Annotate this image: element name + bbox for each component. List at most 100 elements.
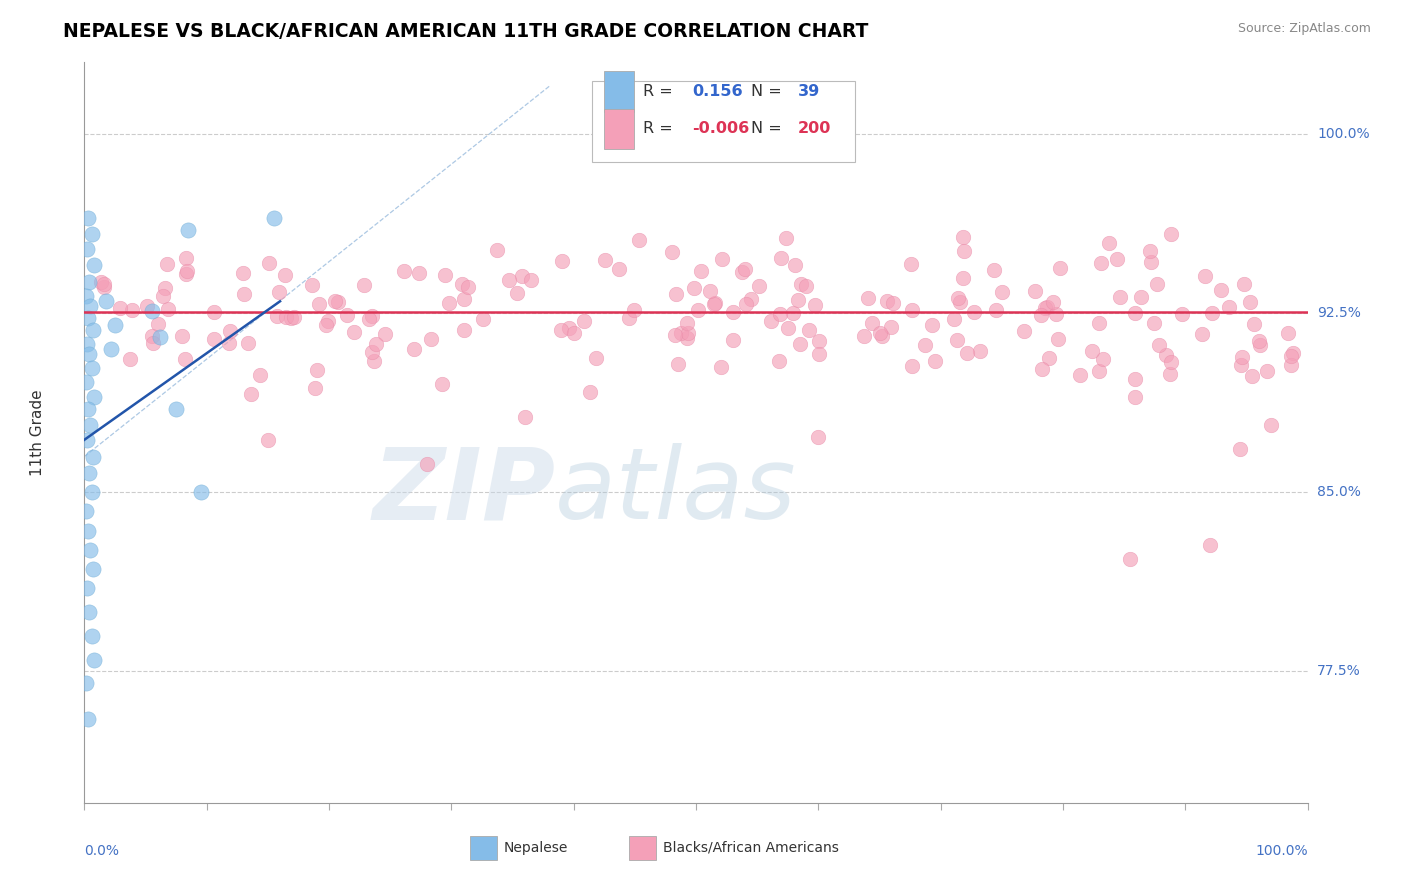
Text: 85.0%: 85.0%: [1317, 485, 1361, 500]
Point: [1239, 294, 1261, 309]
Bar: [470, 836, 496, 860]
Point: [498, 273, 520, 287]
Point: [869, 326, 891, 341]
Point: [1105, 252, 1128, 266]
Point: [1230, 350, 1253, 364]
Point: [76, 581, 98, 595]
Point: [945, 333, 967, 347]
Point: [661, 244, 683, 259]
Point: [82, 323, 104, 337]
Point: [202, 332, 225, 346]
Point: [343, 325, 366, 339]
Point: [704, 296, 727, 310]
Point: [80, 227, 103, 242]
Point: [1098, 235, 1121, 250]
Point: [1159, 367, 1181, 381]
Point: [373, 327, 395, 342]
Point: [1209, 283, 1232, 297]
Text: 200: 200: [797, 121, 831, 136]
Point: [783, 258, 806, 272]
Point: [710, 360, 733, 375]
Point: [786, 293, 808, 307]
Point: [486, 243, 509, 257]
Point: [1240, 368, 1263, 383]
Point: [1046, 332, 1069, 346]
Point: [453, 323, 475, 337]
Point: [1140, 255, 1163, 269]
Point: [308, 296, 330, 310]
Point: [872, 328, 894, 343]
Point: [593, 253, 616, 268]
Point: [96, 294, 118, 309]
Point: [304, 381, 326, 395]
Bar: [605, 71, 634, 112]
Point: [761, 314, 783, 328]
Point: [1123, 306, 1146, 320]
Point: [723, 305, 745, 319]
Text: -0.006: -0.006: [692, 121, 749, 136]
Point: [301, 277, 323, 292]
Point: [416, 457, 439, 471]
Point: [266, 309, 288, 323]
Point: [336, 309, 359, 323]
Point: [451, 277, 474, 291]
Point: [1194, 268, 1216, 283]
Point: [1088, 316, 1111, 330]
Point: [1160, 227, 1182, 241]
Point: [273, 268, 295, 282]
Point: [1024, 284, 1046, 298]
Point: [361, 345, 384, 359]
Point: [80, 629, 103, 643]
Bar: [605, 109, 634, 149]
Point: [768, 354, 790, 368]
Text: Nepalese: Nepalese: [503, 841, 568, 855]
Point: [1012, 324, 1035, 338]
Point: [77, 524, 100, 538]
Point: [952, 230, 974, 244]
Point: [578, 384, 600, 399]
Point: [924, 353, 946, 368]
Point: [956, 346, 979, 360]
Point: [1260, 418, 1282, 433]
Point: [153, 281, 176, 295]
Point: [305, 363, 328, 377]
Point: [1036, 300, 1059, 314]
Point: [901, 303, 924, 318]
Point: [1277, 326, 1299, 341]
Point: [360, 310, 382, 324]
Point: [963, 305, 986, 319]
Point: [77, 310, 100, 325]
Point: [860, 316, 883, 330]
Point: [900, 257, 922, 271]
Point: [914, 338, 936, 352]
Point: [770, 252, 793, 266]
Point: [1191, 327, 1213, 342]
Point: [232, 267, 254, 281]
Point: [75, 676, 97, 690]
Point: [190, 485, 212, 500]
Point: [152, 289, 174, 303]
Point: [1229, 442, 1251, 457]
Point: [1146, 277, 1168, 291]
Point: [108, 301, 131, 316]
Point: [93, 280, 115, 294]
Point: [664, 328, 686, 343]
Point: [408, 266, 430, 280]
Point: [734, 262, 756, 277]
Point: [1108, 290, 1130, 304]
Text: R =: R =: [644, 84, 673, 99]
Point: [804, 298, 827, 312]
Point: [505, 285, 527, 300]
Point: [562, 326, 585, 340]
Point: [1198, 538, 1220, 552]
Point: [100, 342, 122, 356]
Point: [686, 302, 709, 317]
Point: [77, 605, 100, 619]
Point: [76, 337, 98, 351]
Point: [82, 450, 104, 464]
Point: [75, 504, 97, 518]
Point: [1249, 338, 1271, 352]
Point: [118, 351, 141, 366]
Point: [617, 310, 640, 325]
Point: [90, 275, 112, 289]
